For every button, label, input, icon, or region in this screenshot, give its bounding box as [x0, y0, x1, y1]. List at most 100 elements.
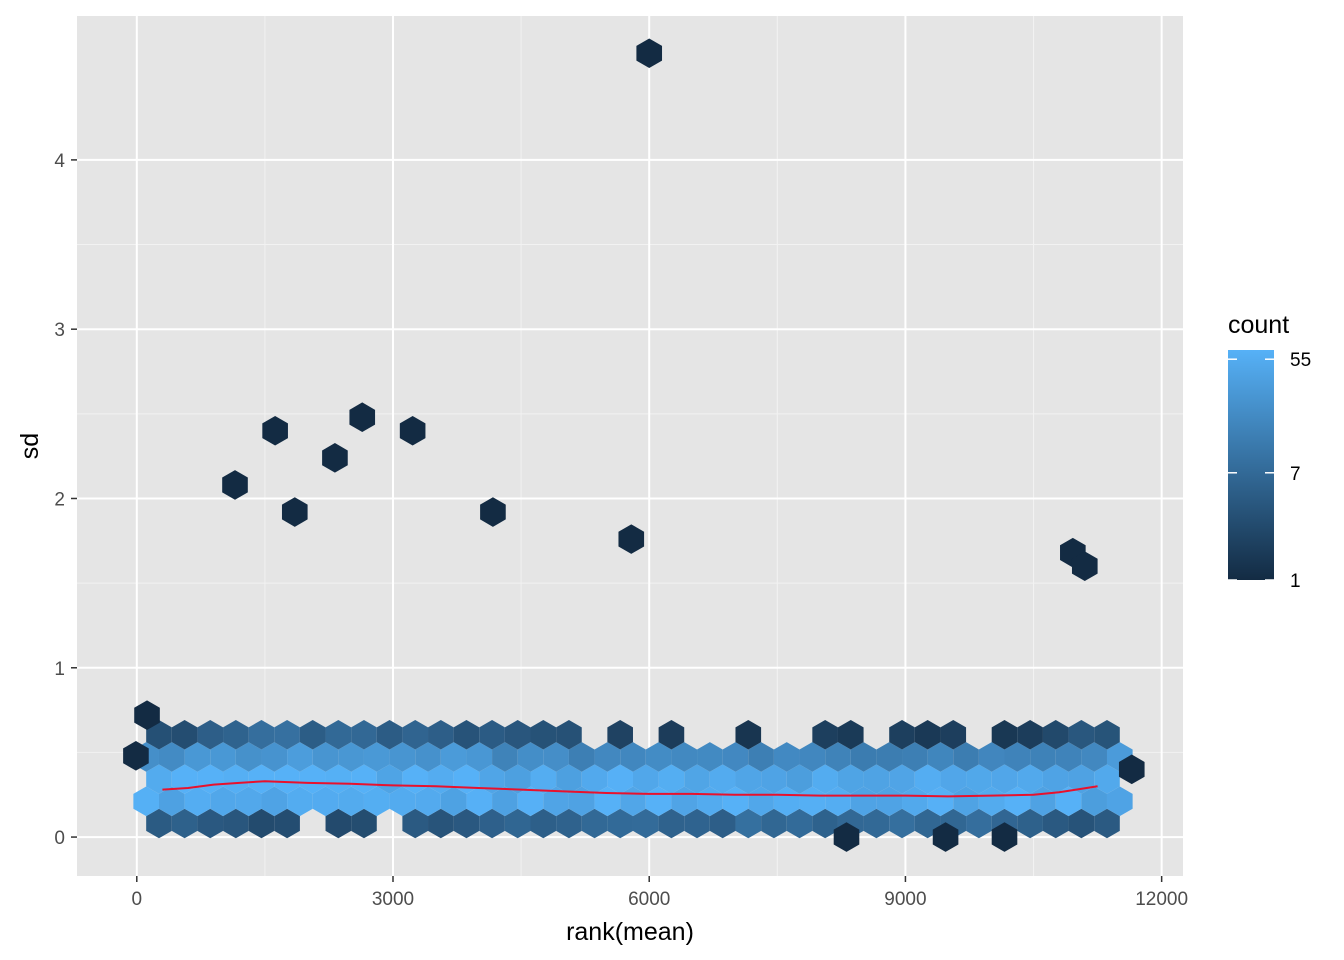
hex-cell: [133, 786, 159, 817]
hex-cell: [415, 786, 441, 817]
hex-cell: [709, 808, 736, 839]
legend-tick-label: 7: [1290, 464, 1301, 485]
legend-ticks: 55 7 1: [1228, 350, 1311, 592]
hex-cell: [248, 719, 275, 750]
hex-cell: [466, 742, 493, 772]
hex-cell: [940, 719, 967, 750]
hex-cell: [773, 742, 800, 772]
hex-cell: [479, 719, 505, 750]
hex-cell: [645, 742, 672, 772]
hex-cell: [248, 764, 275, 794]
hex-cell: [889, 808, 915, 839]
hex-cell: [492, 742, 518, 772]
hex-cell: [287, 786, 313, 817]
hex-cell-outlier: [322, 443, 348, 473]
hex-cell: [799, 742, 826, 772]
hex-cell: [210, 786, 236, 817]
hex-cell: [312, 742, 339, 772]
hex-cell: [722, 742, 749, 772]
hex-cell: [761, 808, 787, 839]
hex-cell: [697, 742, 723, 772]
trend-line: [162, 780, 1098, 798]
hex-cell: [325, 808, 352, 839]
hex-cell: [389, 742, 416, 772]
hex-cell: [1068, 764, 1095, 794]
hex-cell: [684, 764, 710, 794]
hex-cell: [1068, 719, 1095, 750]
hex-cell: [1106, 786, 1133, 817]
hex-cell: [146, 719, 172, 750]
legend-colorbar: [1228, 350, 1274, 580]
hex-cell: [171, 764, 198, 794]
hex-cell: [1042, 719, 1069, 750]
hex-cell: [543, 786, 569, 817]
hex-cell: [197, 719, 224, 750]
hex-cell: [363, 742, 390, 772]
hex-cell-outlier: [281, 497, 308, 527]
hex-cell: [312, 786, 339, 817]
legend: count 55 7 1: [1228, 311, 1311, 592]
hex-cell: [479, 764, 505, 794]
hex-cell: [235, 742, 262, 772]
hex-cell: [325, 719, 352, 750]
hex-cell: [556, 808, 582, 839]
hex-cell: [607, 719, 633, 750]
hex-cell: [1042, 808, 1069, 839]
hex-cell: [453, 719, 480, 750]
hex-cell: [632, 764, 659, 794]
hex-cell: [530, 719, 557, 750]
hex-cell: [735, 808, 762, 839]
hex-cell: [594, 742, 621, 772]
hex-cell: [825, 786, 851, 817]
hex-cell-outlier: [480, 497, 506, 527]
hex-cell: [197, 808, 224, 839]
hex-cell: [1017, 764, 1043, 794]
y-tick-label: 0: [54, 828, 65, 849]
hex-cell: [517, 742, 544, 772]
hex-cell: [363, 786, 390, 817]
hex-cell-outlier: [399, 415, 426, 446]
hex-cell-outlier: [349, 402, 376, 433]
hex-cell: [504, 719, 531, 750]
x-tick-label: 3000: [372, 889, 414, 910]
y-tick-label: 2: [54, 489, 65, 510]
hex-cell: [607, 764, 633, 794]
hex-cell: [914, 764, 941, 794]
hex-cell: [902, 742, 928, 772]
hex-cell: [492, 786, 518, 817]
hex-cell: [376, 764, 403, 794]
hex-cell: [837, 764, 864, 794]
hex-cell: [184, 786, 211, 817]
hex-cell: [223, 719, 249, 750]
hex-cell: [914, 719, 941, 750]
hex-cell: [504, 808, 531, 839]
hex-cell: [748, 742, 774, 772]
hex-cell: [1081, 742, 1107, 772]
hex-cell: [953, 786, 979, 817]
hex-cell: [684, 808, 710, 839]
legend-title: count: [1228, 311, 1289, 339]
hex-cell: [235, 786, 262, 817]
hex-cell-outlier: [618, 524, 645, 554]
hex-cell: [966, 764, 992, 794]
hex-cell: [338, 742, 364, 772]
hex-cell: [1094, 719, 1120, 750]
hex-cell: [863, 764, 890, 794]
hex-cell: [171, 719, 198, 750]
hex-cell: [338, 786, 364, 817]
hex-cell: [658, 764, 685, 794]
hex-cell: [351, 764, 377, 794]
hex-cell: [876, 786, 903, 817]
hex-cell: [863, 808, 890, 839]
legend-tick-label: 1: [1290, 571, 1301, 592]
legend-tick-label: 55: [1290, 350, 1311, 371]
hex-cell: [428, 719, 454, 750]
hex-cell: [466, 786, 493, 817]
hex-cell: [876, 742, 903, 772]
hex-cell-outlier: [123, 741, 149, 771]
hex-cell: [978, 742, 1005, 772]
hex-cell: [223, 808, 249, 839]
hex-cell: [171, 808, 198, 839]
hex-cell: [786, 764, 813, 794]
